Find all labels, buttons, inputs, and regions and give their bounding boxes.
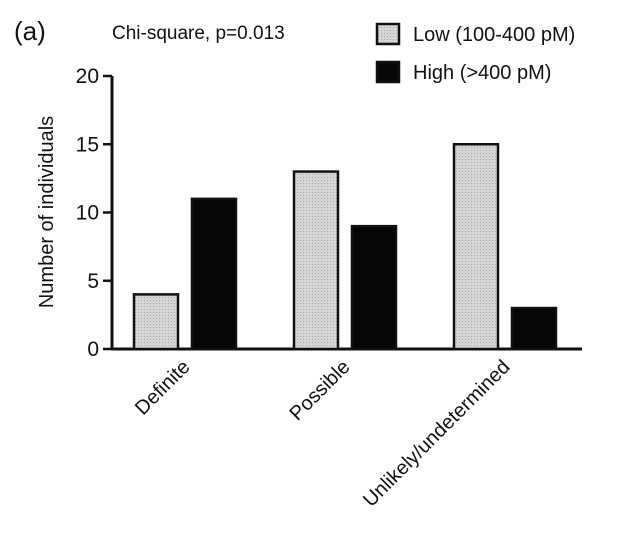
bar-low-possible [292, 170, 340, 351]
statistics-annotation: Chi-square, p=0.013 [112, 23, 285, 44]
y-tick-label: 5 [87, 270, 99, 293]
y-tick-label: 20 [76, 65, 99, 88]
y-tick-label: 0 [87, 338, 99, 361]
legend-swatch-high [375, 60, 401, 84]
y-axis-label: Number of individuals [36, 116, 58, 308]
y-ticks: 0 5 10 15 20 [76, 65, 112, 361]
y-tick-label: 10 [76, 202, 99, 225]
bar-high-definite [190, 197, 238, 351]
bar-high-unlikely-undetermined [510, 306, 558, 351]
bars [132, 143, 558, 351]
bar-high-possible [350, 224, 398, 351]
bar-low-unlikely-undetermined [452, 143, 500, 351]
category-label: Possible [286, 356, 355, 425]
panel-label: (a) [14, 16, 46, 46]
category-labels: Definite Possible Unlikely/undetermined [131, 356, 515, 511]
legend: Low (100-400 pM) High (>400 pM) [375, 22, 575, 84]
category-label: Unlikely/undetermined [359, 356, 514, 511]
legend-label-low: Low (100-400 pM) [413, 24, 575, 46]
bar-low-definite [132, 293, 180, 351]
y-tick-label: 15 [76, 133, 99, 156]
legend-swatch-low [375, 22, 401, 46]
category-label: Definite [131, 356, 195, 420]
legend-label-high: High (>400 pM) [413, 62, 551, 84]
